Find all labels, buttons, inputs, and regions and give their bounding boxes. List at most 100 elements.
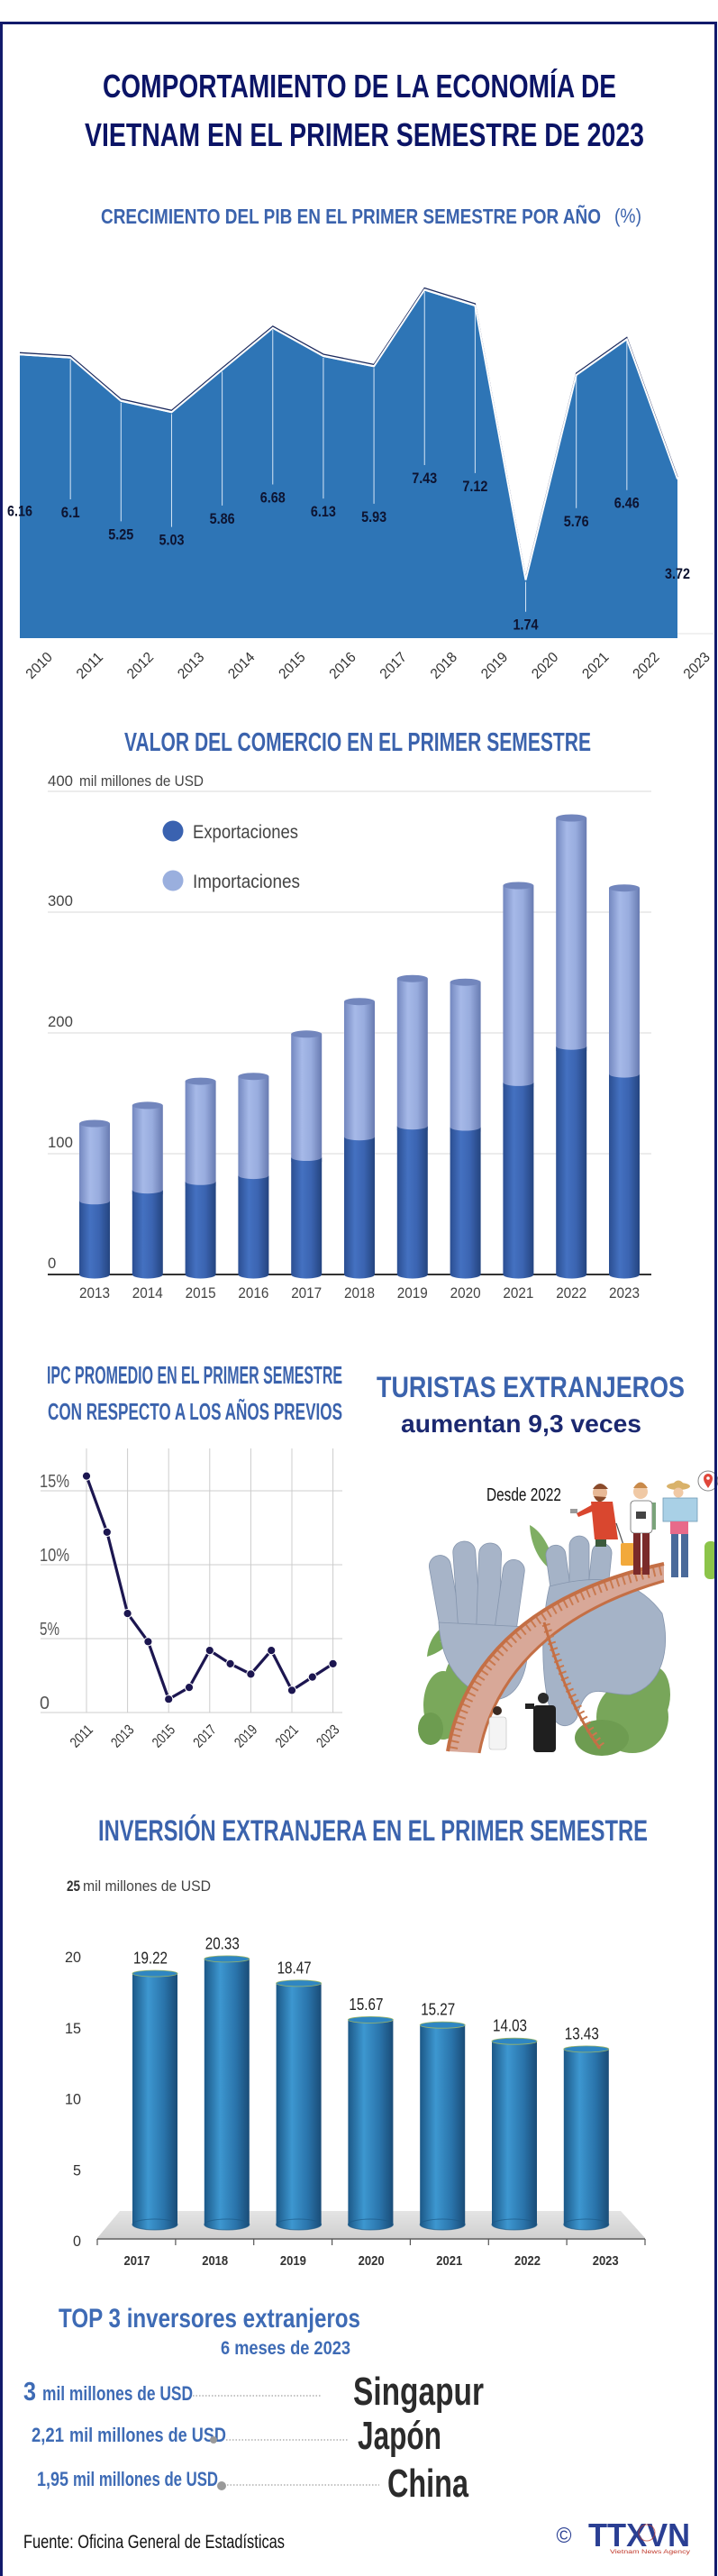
fdi-year-label: 2018: [202, 2253, 228, 2269]
exports-segment: [396, 1126, 428, 1279]
leader-dot: [217, 2481, 226, 2490]
gdp-value-label: 5.86: [210, 510, 235, 527]
trade-bar-2017: [291, 1030, 323, 1279]
trade-ytick-label: 100: [48, 1134, 73, 1151]
fdi-bar-body: [420, 2024, 466, 2230]
imports-segment: [79, 1123, 110, 1206]
bar-cap: [556, 814, 587, 822]
bar-cap: [132, 1101, 163, 1110]
suitcase-yellow: [615, 1522, 634, 1566]
cpi-point: [286, 1685, 297, 1695]
fdi-bar-body: [276, 1983, 322, 2230]
exports-segment: [450, 1127, 481, 1279]
fdi-value-label: 14.03: [493, 2017, 527, 2035]
exports-segment: [79, 1201, 110, 1279]
trade-bar-2018: [344, 998, 375, 1279]
fdi-bar-body: [348, 2019, 394, 2230]
imports-segment: [132, 1105, 163, 1195]
trade-year-label: 2016: [238, 1284, 268, 1302]
gdp-value-label: 6.46: [614, 495, 640, 512]
exports-segment: [503, 1082, 534, 1279]
trade-year-label: 2018: [344, 1284, 375, 1302]
gdp-unit-label: (%): [614, 205, 641, 227]
cpi-point: [225, 1658, 235, 1669]
gdp-value-label: 5.25: [108, 525, 133, 543]
top-investors-section: TOP 3 inversores extranjeros 6 meses de …: [23, 2304, 484, 2506]
cpi-section: IPC PROMEDIO EN EL PRIMER SEMESTRE CON R…: [40, 1361, 342, 1751]
cpi-point: [184, 1683, 195, 1693]
bar-cap: [396, 974, 428, 982]
tourist-red-jacket: [570, 1484, 618, 1547]
trade-bar-2021: [503, 882, 534, 1279]
fdi-bar-base: [276, 2218, 323, 2231]
trade-bar-2013: [79, 1119, 110, 1279]
tourism-title: TURISTAS EXTRANJEROS: [377, 1371, 685, 1403]
fdi-value-label: 19.22: [133, 1950, 168, 1968]
agency-name: Vietnam News Agency: [610, 2549, 691, 2555]
imports-segment: [396, 978, 428, 1131]
exports-segment: [344, 1137, 375, 1279]
source-note: Fuente: Oficina General de Estadísticas: [23, 2532, 285, 2553]
cpi-point: [328, 1658, 338, 1669]
imports-segment: [503, 885, 534, 1087]
fdi-bar-2023: [563, 2045, 610, 2231]
investor-row-1: 3 mil millones de USD Singapur: [23, 2370, 484, 2414]
investor-amount: 1,95: [37, 2468, 68, 2490]
cpi-point: [102, 1527, 112, 1538]
investor-row-2: 2,21 mil millones de USD Japón: [32, 2414, 441, 2458]
fdi-bar-cap: [491, 2037, 538, 2045]
exports-segment: [609, 1073, 640, 1279]
fdi-value-label: 13.43: [565, 2024, 599, 2042]
imports-segment: [238, 1076, 269, 1181]
trade-ytick-label: 300: [48, 892, 73, 909]
fdi-bar-base: [204, 2218, 250, 2231]
fdi-bar-base: [563, 2218, 610, 2231]
fdi-year-label: 2019: [280, 2253, 306, 2269]
bar-cap: [238, 1073, 269, 1081]
fdi-bar-2020: [347, 2015, 394, 2231]
fdi-bar-cap: [419, 2021, 466, 2029]
exports-segment: [132, 1190, 163, 1279]
trade-year-label: 2017: [291, 1284, 322, 1302]
gdp-value-label: 5.93: [361, 508, 386, 525]
trade-year-label: 2013: [79, 1284, 110, 1302]
trade-unit-label: mil millones de USD: [79, 772, 204, 790]
fdi-bar-base: [347, 2218, 394, 2231]
fdi-ytick-label: 0: [73, 2233, 81, 2250]
fdi-bar-2022: [491, 2037, 538, 2231]
fdi-year-label: 2020: [359, 2253, 385, 2269]
fdi-bar-base: [132, 2218, 178, 2231]
trade-bar-2022: [556, 814, 587, 1279]
exports-segment: [185, 1181, 216, 1279]
gdp-value-label: 7.43: [412, 470, 437, 487]
bar-cap: [79, 1119, 110, 1128]
fdi-bar-cap: [204, 1955, 250, 1963]
fdi-bar-2017: [132, 1969, 178, 2231]
bar-cap: [185, 1077, 216, 1085]
fdi-ytick-label: 10: [65, 2091, 81, 2108]
trade-bar-2016: [238, 1073, 269, 1279]
bar-cap: [291, 1030, 323, 1038]
cpi-ytick-label: 15%: [40, 1472, 69, 1492]
tourism-since-label: Desde 2022: [486, 1485, 561, 1505]
photographer-figure: [525, 1693, 556, 1752]
fdi-value-label: 15.27: [421, 2001, 455, 2019]
location-pin-icon: [697, 1470, 718, 1492]
tourism-subtitle: aumentan 9,3 veces: [401, 1410, 641, 1438]
fdi-bar-2021: [419, 2021, 466, 2231]
cpi-ytick-label: 0: [40, 1694, 50, 1713]
top-investors-period: 6 meses de 2023: [221, 2338, 350, 2359]
trade-bar-2023: [609, 884, 640, 1279]
fdi-bar-body: [563, 2049, 609, 2230]
trade-year-label: 2014: [132, 1284, 163, 1302]
trade-bar-2014: [132, 1101, 163, 1279]
gdp-value-label: 5.03: [159, 532, 185, 549]
gdp-value-label: 6.1: [61, 504, 80, 521]
fdi-bar-body: [204, 1959, 250, 2230]
trade-ytick-label: 0: [48, 1255, 56, 1272]
imports-segment: [609, 888, 640, 1079]
fdi-bar-body: [492, 2041, 537, 2230]
fdi-bar-body: [132, 1973, 177, 2230]
trade-ymax-label: 400: [48, 772, 73, 790]
